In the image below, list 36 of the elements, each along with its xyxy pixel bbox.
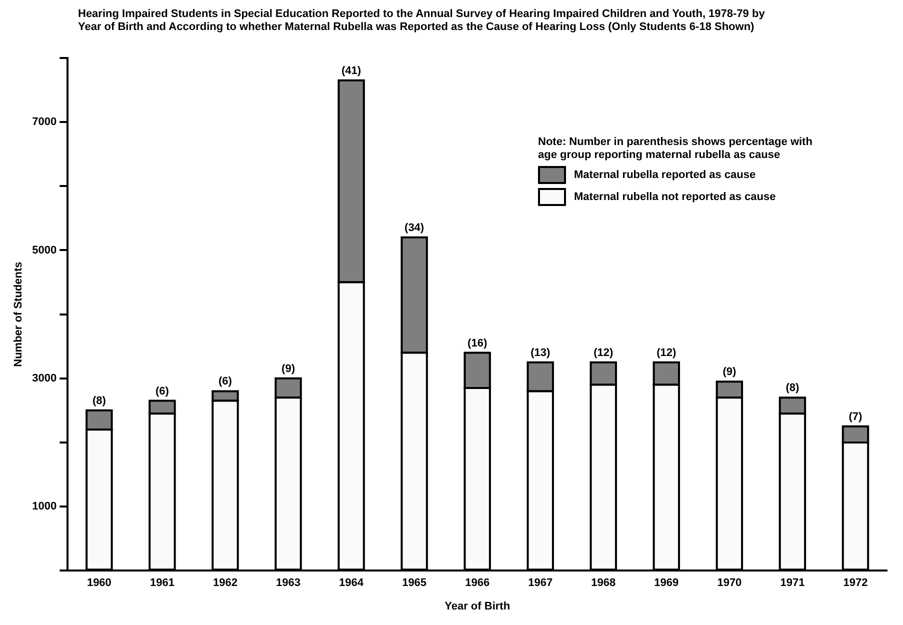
annotation: (34) [404,222,424,234]
x-tick-label: 1968 [591,577,616,590]
x-tick-label: 1967 [528,577,553,590]
annotation: (6) [155,385,170,398]
annotation: (8) [92,394,106,407]
annotation: (41) [342,64,362,77]
legend-label: Maternal rubella not reported as cause [574,190,776,204]
x-tick-label: 1963 [276,577,300,590]
annotation: (13) [530,346,550,359]
x-tick-label: 1966 [465,577,490,590]
annotation: (16) [468,337,488,350]
x-tick-label: 1962 [212,577,238,590]
y-tick-label: 5000 [32,244,57,256]
annotation: (9) [282,362,296,375]
x-axis-title: Year of Birth [444,600,510,612]
annotation: Note: Number in parenthesis shows percentage with age group reporting maternal rubella as cause [538,136,814,162]
annotation: (8) [786,382,800,394]
annotation: (12) [656,346,677,359]
annotation: (6) [218,376,232,388]
x-tick-label: 1960 [86,577,112,590]
y-tick-label: 1000 [32,500,57,513]
legend-label: Maternal rubella reported as cause [574,168,756,182]
x-tick-label: 1971 [780,577,805,590]
x-tick-label: 1965 [402,577,427,590]
y-tick-label: 3000 [32,372,57,384]
y-tick-label: 7000 [32,116,57,128]
x-tick-label: 1961 [150,577,174,590]
x-tick-label: 1970 [717,577,742,590]
annotation: (12) [594,346,614,359]
annotation: (7) [848,410,863,423]
x-tick-label: 1964 [339,577,364,590]
annotation: (9) [722,366,736,378]
x-tick-label: 1969 [654,577,679,590]
y-axis-title: Number of Students [12,262,25,367]
x-tick-label: 1972 [843,577,868,590]
chart-title: Hearing Impaired Students in Special Education Reported to the Annual Survey of Hearing Impaired Children and Youth, 1978-79 by Year of Birth and According to whether Maternal Rubella was Reported as the Cause of Hearing Loss (Only Students 6-18 Shown) [78,8,766,34]
